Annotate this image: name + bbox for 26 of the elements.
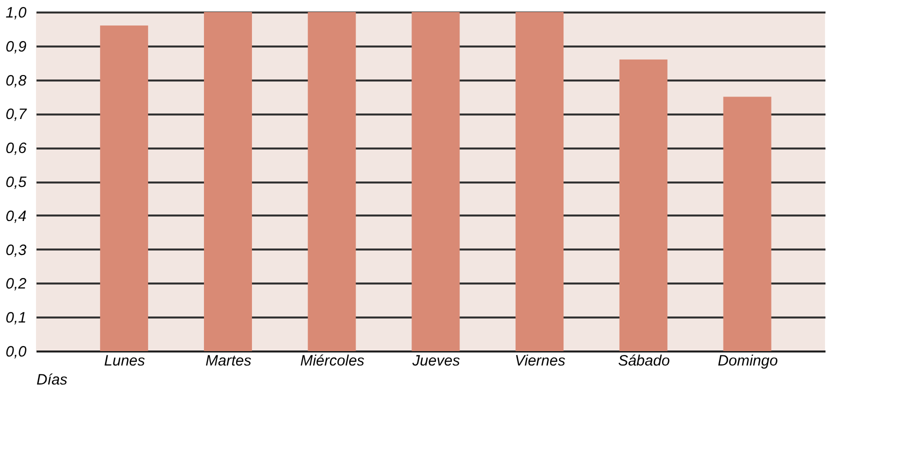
x-tick-label: Domingo [718,352,778,370]
bar [516,12,564,351]
y-tick-label: 0,2 [6,276,28,293]
bar [308,12,356,351]
y-tick-label: 0,1 [6,310,26,327]
y-tick-label: 0,0 [6,344,28,360]
x-tick-label: Martes [206,352,252,370]
x-tick-label: Jueves [411,352,460,370]
x-tick-label: Miércoles [300,352,365,370]
bar [204,12,252,351]
bar [723,96,772,351]
y-tick-label: 0,9 [6,38,28,56]
y-tick-label: 0,4 [6,208,26,225]
y-tick-label: 0,5 [6,174,28,191]
y-tick-label: 0,3 [6,242,28,259]
y-tick-label: 0,8 [6,72,28,90]
bar [100,26,148,351]
x-tick-label: Sábado [618,352,670,370]
x-axis-title: Días [36,372,68,388]
x-tick-label: Lunes [104,352,146,370]
y-tick-label: 0,6 [6,140,28,158]
y-tick-label: 1,0 [6,4,28,22]
y-tick-label: 0,7 [6,106,28,124]
bar [412,12,460,351]
bar [619,59,668,351]
x-tick-label: Viernes [514,352,566,370]
